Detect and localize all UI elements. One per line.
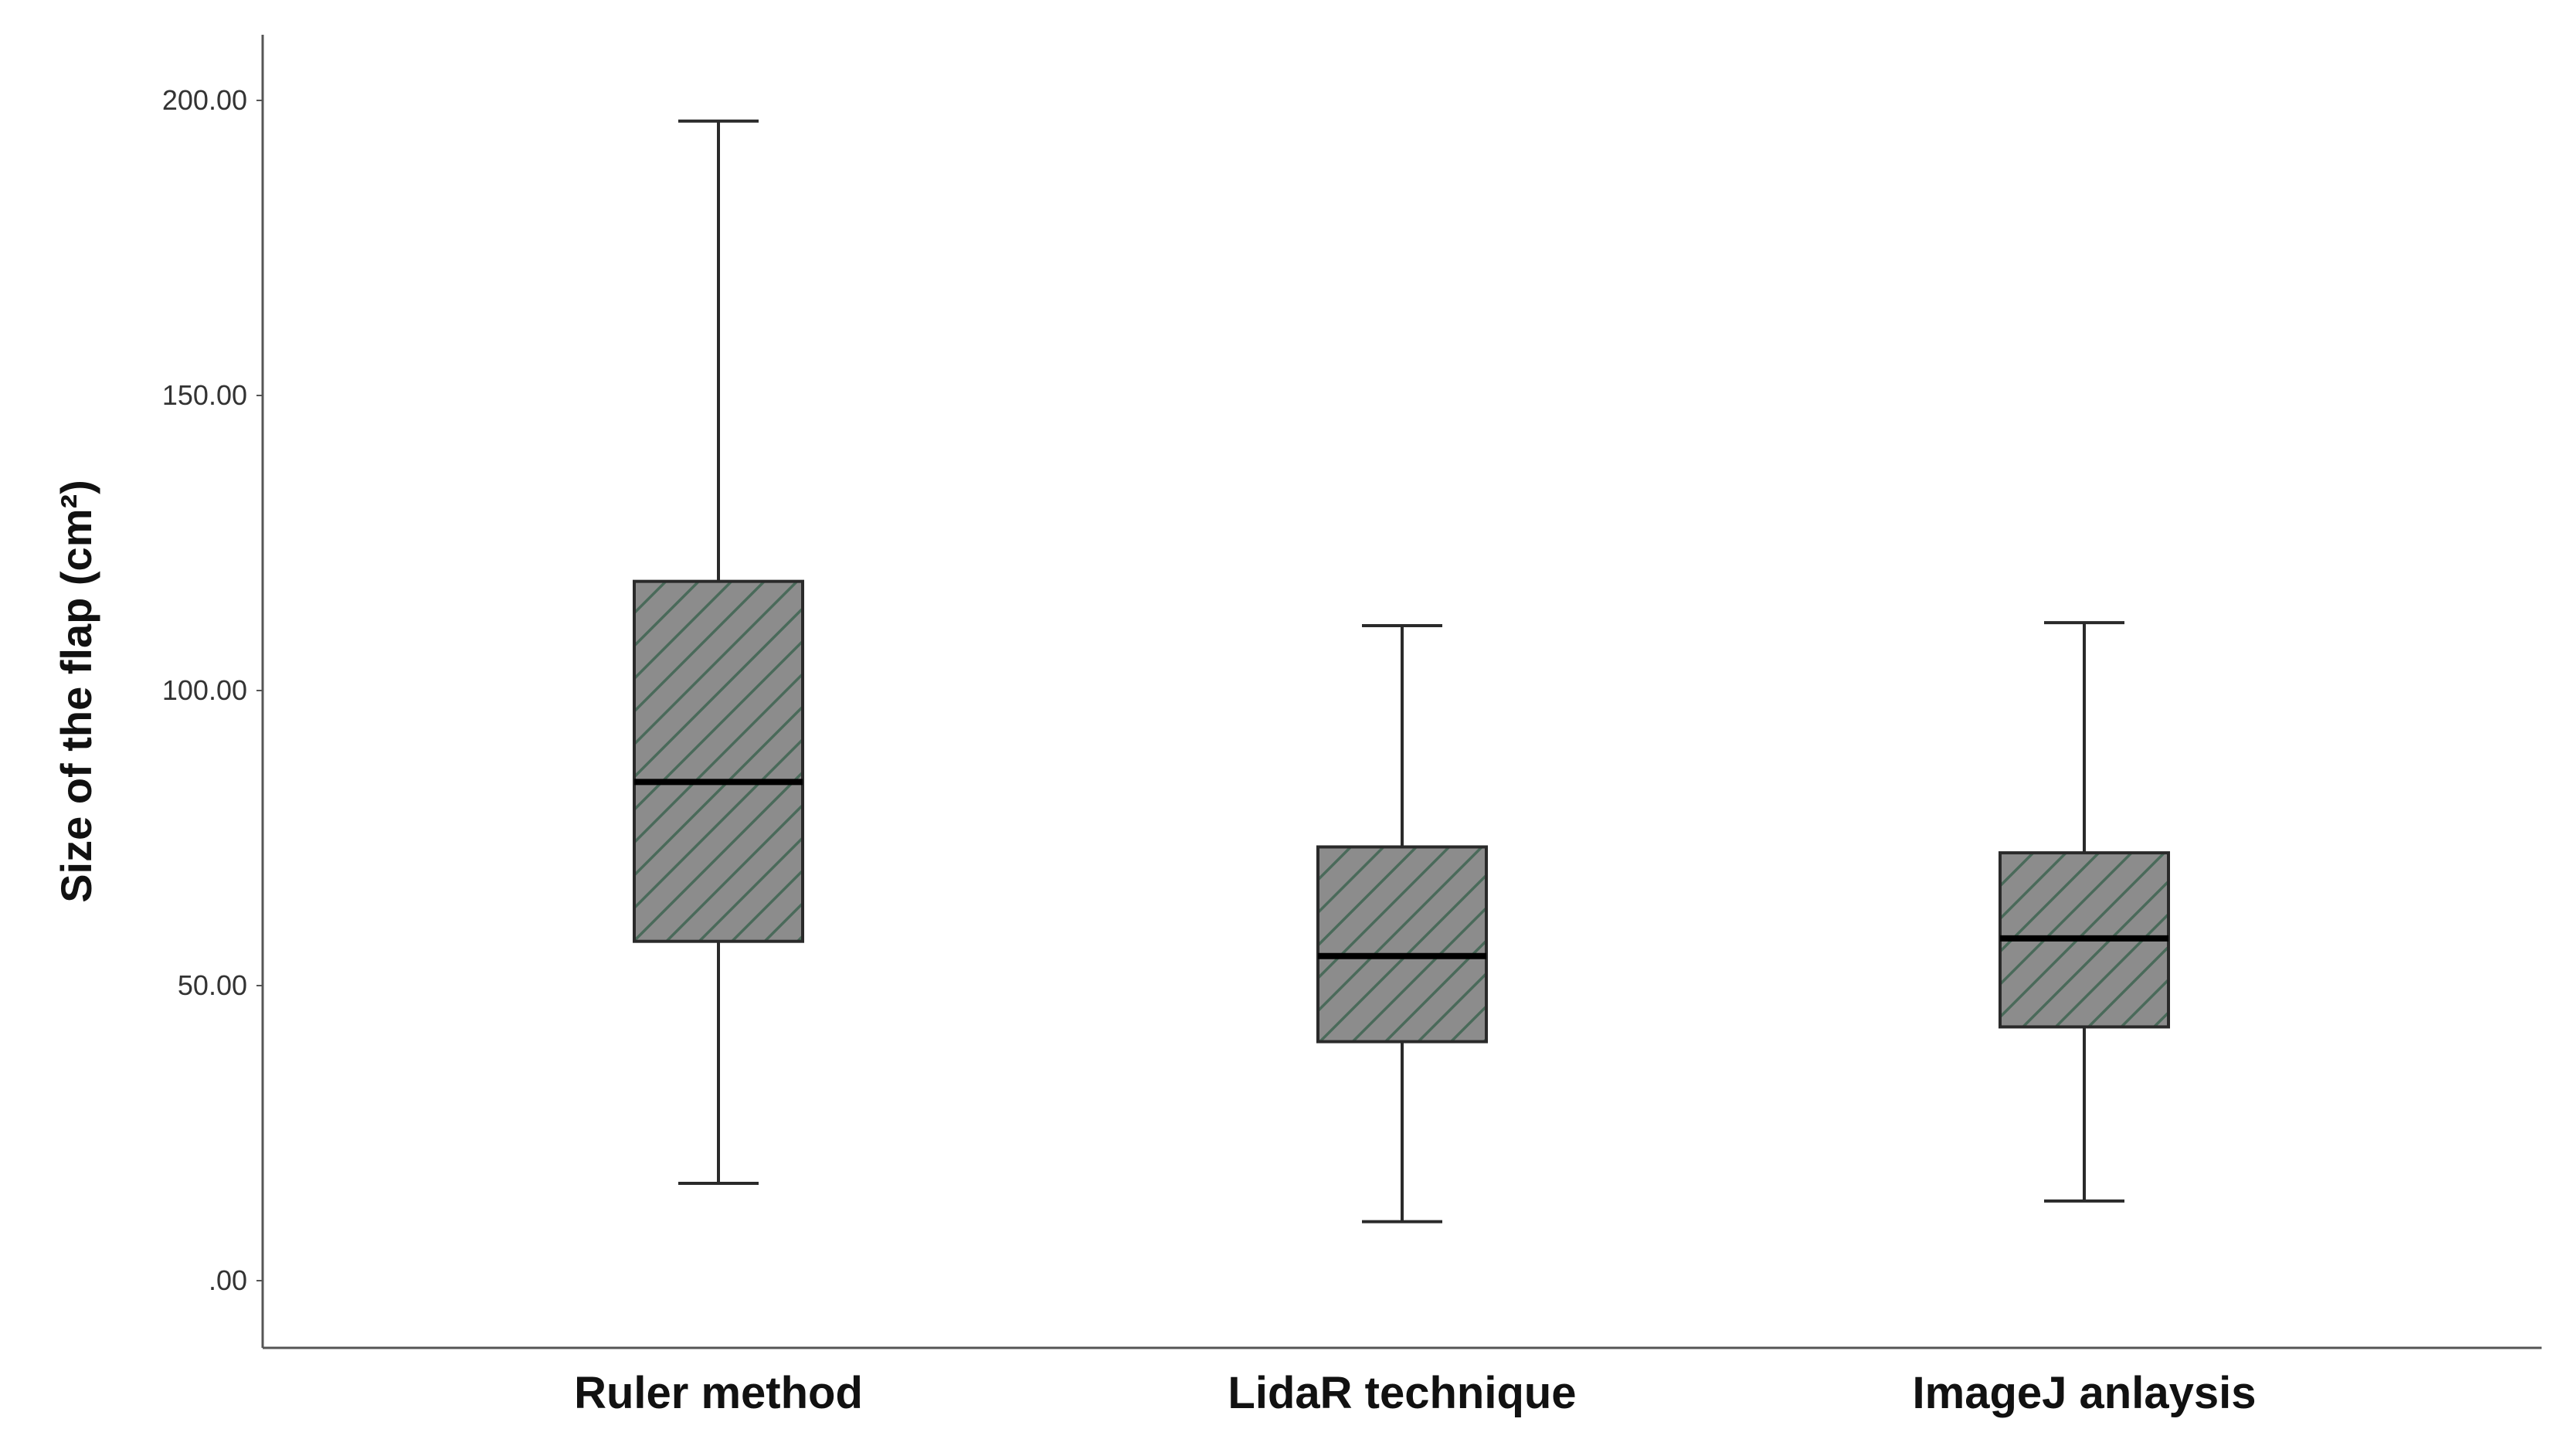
y-tick-label: 100.00: [162, 674, 247, 706]
y-tick-label: .00: [209, 1264, 247, 1296]
category-label: Ruler method: [574, 1368, 863, 1418]
y-tick-label: 50.00: [178, 969, 247, 1001]
y-tick-label: 200.00: [162, 84, 247, 116]
box-2: [1316, 623, 1488, 1224]
boxes-group: [633, 119, 2170, 1224]
iqr-box: [1316, 845, 1488, 1044]
category-label: ImageJ anlaysis: [1913, 1368, 2257, 1418]
axes: [256, 35, 2542, 1349]
y-tick-label: 150.00: [162, 379, 247, 411]
category-label: LidaR technique: [1228, 1368, 1576, 1418]
iqr-box: [633, 579, 804, 943]
box-3: [1999, 621, 2170, 1203]
y-axis-title: Size of the flap (cm²): [52, 480, 100, 903]
labels-group: .00 50.00 100.00 150.00 200.00 Ruler method Li…: [162, 84, 2257, 1418]
box-1: [633, 119, 804, 1185]
